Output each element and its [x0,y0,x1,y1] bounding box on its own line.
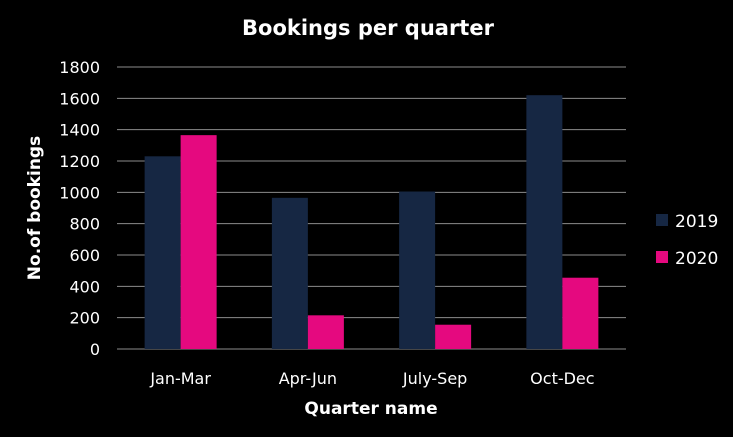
y-tick-label: 1800 [59,58,100,77]
bar-2020-Apr-Jun [307,315,344,349]
legend-swatch-2019 [656,214,668,226]
x-tick-label: Oct-Dec [530,369,594,388]
x-axis-ticks: Jan-Mar Apr-Jun July-Sep Oct-Dec [149,369,594,388]
y-axis-ticks: 0 200 400 600 800 1000 1200 1400 1600 1800 [59,58,100,359]
bar-2019-Jan-Mar [144,156,181,349]
legend-label-2019: 2019 [675,212,718,232]
x-axis-title: Quarter name [304,399,437,419]
y-tick-label: 400 [69,277,100,296]
bar-2019-Oct-Dec [526,95,563,349]
y-tick-label: 600 [69,246,100,265]
bar-2019-July-Sep [399,191,436,349]
y-tick-label: 0 [90,340,100,359]
legend: 2019 2020 [656,212,718,269]
bar-2020-Oct-Dec [562,277,599,349]
bar-2020-July-Sep [435,324,472,349]
bars [144,95,599,349]
y-tick-label: 800 [69,215,100,234]
bar-2020-Jan-Mar [180,135,217,349]
chart-title: Bookings per quarter [242,16,495,40]
x-tick-label: Jan-Mar [149,369,211,388]
legend-swatch-2020 [656,251,668,263]
x-tick-label: Apr-Jun [279,369,337,388]
y-tick-label: 1000 [59,183,100,202]
y-tick-label: 200 [69,309,100,328]
bar-2019-Apr-Jun [271,197,308,349]
y-tick-label: 1400 [59,121,100,140]
x-tick-label: July-Sep [402,369,467,388]
y-axis-title: No.of bookings [25,136,45,280]
y-tick-label: 1600 [59,89,100,108]
legend-label-2020: 2020 [675,249,718,269]
y-tick-label: 1200 [59,152,100,171]
